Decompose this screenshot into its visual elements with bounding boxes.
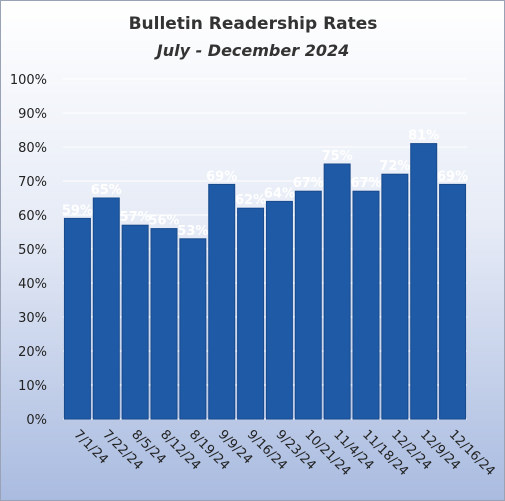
bar: [294, 190, 322, 420]
y-tick-label: 90%: [18, 107, 47, 122]
y-tick-label: 70%: [18, 175, 47, 190]
y-axis-ticks: 0% 10% 20% 30% 40% 50% 60% 70% 80% 90% 100%: [10, 73, 47, 428]
data-label: 67%: [293, 176, 324, 191]
bar: [150, 228, 178, 420]
y-tick-label: 80%: [18, 141, 47, 156]
bar: [237, 207, 265, 420]
data-label: 67%: [350, 176, 381, 191]
bar: [439, 183, 467, 420]
x-axis-ticks: 7/1/247/22/248/5/248/12/248/19/249/9/249…: [71, 427, 498, 479]
data-label: 65%: [91, 183, 122, 198]
bar: [352, 190, 380, 420]
data-label: 59%: [62, 203, 93, 218]
bar: [63, 217, 91, 420]
bar: [208, 183, 236, 420]
data-label: 53%: [177, 224, 208, 239]
y-tick-label: 20%: [18, 345, 47, 360]
data-label: 62%: [235, 193, 266, 208]
data-label: 69%: [206, 169, 237, 184]
y-tick-label: 50%: [18, 243, 47, 258]
data-label: 75%: [322, 149, 353, 164]
bar: [179, 238, 207, 420]
data-label: 57%: [120, 210, 151, 225]
data-label: 69%: [437, 169, 468, 184]
y-tick-label: 40%: [18, 277, 47, 292]
y-tick-label: 30%: [18, 311, 47, 326]
bar: [265, 200, 293, 420]
y-tick-label: 100%: [10, 73, 47, 88]
bar: [381, 173, 409, 420]
y-tick-label: 0%: [26, 413, 47, 428]
data-label: 72%: [379, 159, 410, 174]
bar: [410, 143, 438, 420]
chart-title: Bulletin Readership Rates: [129, 14, 378, 34]
bar: [92, 197, 120, 420]
bar: [121, 224, 149, 420]
data-labels: 59%65%57%56%53%69%62%64%67%75%67%72%81%6…: [62, 129, 468, 239]
data-label: 64%: [264, 186, 295, 201]
bars: [63, 143, 467, 420]
data-label: 81%: [408, 129, 439, 144]
chart-subtitle: July - December 2024: [154, 41, 349, 60]
data-label: 56%: [148, 214, 179, 229]
bar: [323, 163, 351, 420]
y-tick-label: 60%: [18, 209, 47, 224]
y-tick-label: 10%: [18, 379, 47, 394]
